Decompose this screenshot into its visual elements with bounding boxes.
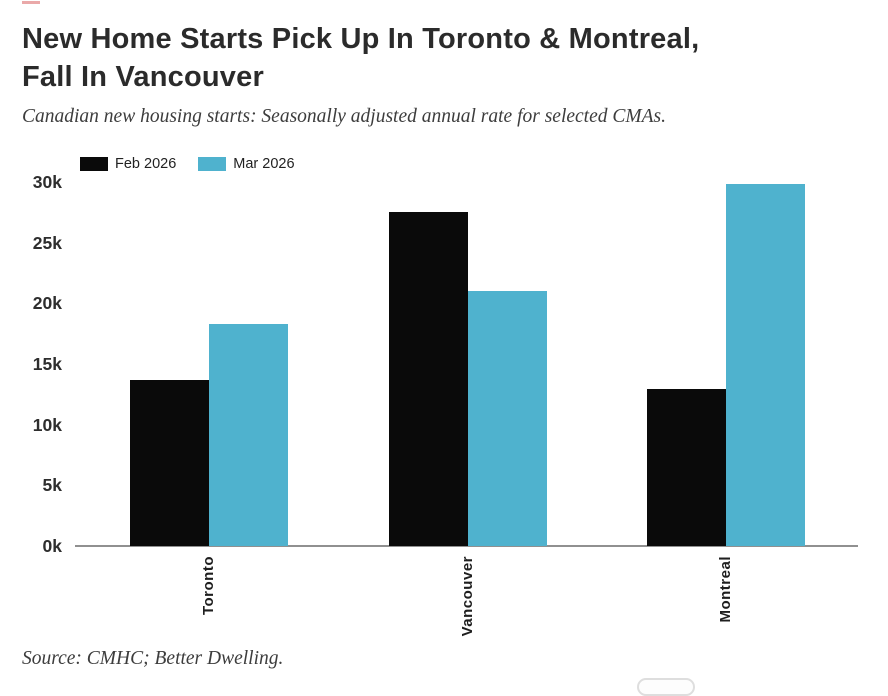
bar-vancouver-feb-2026 — [389, 212, 468, 546]
y-axis-tick-label-10k: 10k — [32, 414, 62, 435]
chart-legend: Feb 2026 Mar 2026 — [80, 156, 295, 172]
y-axis-tick-label-25k: 25k — [32, 232, 62, 253]
y-axis-tick-label-0k: 0k — [42, 536, 62, 556]
legend-swatch-mar-2026 — [198, 157, 227, 171]
y-axis-tick-label-15k: 15k — [32, 354, 62, 374]
x-axis-label-vancouver: Vancouver — [459, 556, 476, 637]
title-line-1: New Home Starts Pick Up In Toronto & Mon… — [22, 23, 700, 55]
x-axis-line — [75, 545, 858, 547]
legend-item-feb-2026: Feb 2026 — [80, 156, 176, 172]
bar-toronto-feb-2026 — [130, 379, 209, 546]
screen-artifact-red-mark — [22, 1, 40, 4]
y-axis-tick-label-5k: 5k — [42, 475, 62, 496]
bar-toronto-mar-2026 — [209, 323, 288, 546]
title-line-2: Fall In Vancouver — [22, 61, 264, 93]
x-axis-label-toronto: Toronto — [200, 556, 217, 616]
legend-item-mar-2026: Mar 2026 — [198, 156, 295, 172]
cut-off-button[interactable] — [637, 678, 695, 696]
page-title: New Home Starts Pick Up In Toronto & Mon… — [22, 20, 872, 96]
legend-label-mar-2026: Mar 2026 — [233, 156, 295, 172]
bar-vancouver-mar-2026 — [468, 291, 547, 546]
legend-label-feb-2026: Feb 2026 — [115, 156, 177, 172]
bar-montreal-mar-2026 — [726, 184, 805, 546]
bar-montreal-feb-2026 — [647, 389, 726, 546]
y-axis-tick-label-20k: 20k — [32, 293, 62, 314]
y-axis-tick-label-30k: 30k — [32, 172, 62, 192]
legend-swatch-feb-2026 — [80, 157, 108, 171]
source-attribution: Source: CMHC; Better Dwelling. — [22, 648, 284, 669]
chart-subtitle: Canadian new housing starts: Seasonally … — [22, 106, 667, 127]
x-axis-label-montreal: Montreal — [717, 556, 734, 623]
